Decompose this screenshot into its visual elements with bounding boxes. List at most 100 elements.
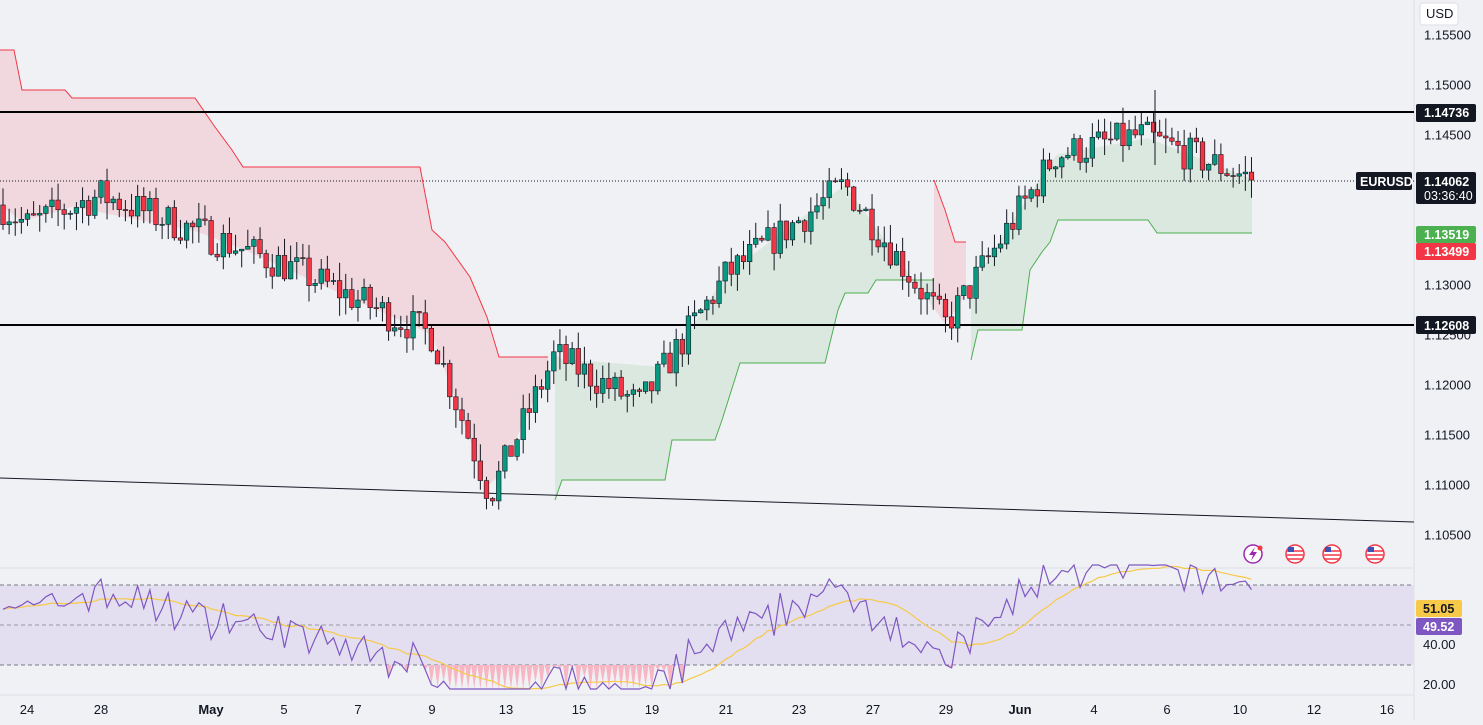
trendline[interactable] bbox=[0, 477, 1415, 523]
candle-up bbox=[294, 257, 300, 262]
time-tick-label: 29 bbox=[939, 702, 953, 717]
candle-up bbox=[881, 242, 887, 248]
resistance-tag: 1.14736 bbox=[1416, 104, 1476, 122]
candle-down bbox=[869, 208, 875, 241]
rsi-value: 49.52 bbox=[1423, 620, 1454, 634]
candle-down bbox=[1175, 140, 1181, 146]
candle-up bbox=[1053, 166, 1059, 170]
candle-down bbox=[759, 237, 765, 241]
candle-down bbox=[122, 209, 128, 211]
candle-down bbox=[538, 386, 545, 390]
candle-up bbox=[73, 207, 80, 214]
candle-down bbox=[373, 307, 379, 309]
candle-up bbox=[820, 197, 826, 207]
candle-up bbox=[698, 309, 704, 314]
time-tick-label: 27 bbox=[866, 702, 880, 717]
candle-down bbox=[1193, 137, 1199, 143]
countdown: 03:36:40 bbox=[1424, 189, 1473, 203]
candle-up bbox=[655, 363, 661, 392]
candle-down bbox=[1102, 131, 1108, 140]
candle-up bbox=[753, 237, 759, 245]
price-tick-label: 1.11000 bbox=[1424, 478, 1470, 493]
candle-down bbox=[667, 352, 673, 374]
candle-up bbox=[1071, 138, 1077, 156]
candle-up bbox=[685, 315, 692, 355]
candle-up bbox=[43, 206, 49, 214]
candle-down bbox=[844, 179, 851, 188]
rsi-ma-line bbox=[2, 565, 1252, 690]
candle-up bbox=[838, 179, 845, 183]
candle-up bbox=[863, 208, 869, 211]
price-tick-label: 1.10500 bbox=[1424, 528, 1471, 543]
candle-down bbox=[202, 218, 208, 221]
candle-up bbox=[661, 352, 667, 365]
candle-down bbox=[1010, 222, 1016, 230]
candle-down bbox=[1150, 121, 1157, 133]
candle-up bbox=[275, 255, 282, 277]
candle-down bbox=[649, 381, 655, 392]
candle-down bbox=[1132, 129, 1138, 136]
candle-up bbox=[704, 299, 710, 311]
candle-up bbox=[1144, 121, 1151, 125]
candle-up bbox=[600, 378, 606, 394]
candle-down bbox=[398, 327, 404, 330]
candle-down bbox=[281, 255, 288, 280]
support-tag: 1.12608 bbox=[1416, 316, 1476, 334]
candle-down bbox=[422, 312, 428, 329]
candle-up bbox=[1138, 124, 1144, 136]
supertrend-down-line bbox=[933, 179, 966, 243]
us-flag-icon[interactable] bbox=[1365, 544, 1385, 564]
candle-down bbox=[336, 280, 343, 299]
candle-up bbox=[196, 218, 202, 228]
candle-down bbox=[116, 198, 122, 210]
candle-down bbox=[1181, 145, 1187, 170]
candle-down bbox=[606, 378, 612, 389]
time-axis[interactable]: 24 28 May 5 7 9 13 15 19 21 23 27 29 Jun 4 6 10 12 16 bbox=[20, 702, 1394, 717]
current-price: 1.14062 bbox=[1424, 175, 1469, 189]
currency-label[interactable]: USD bbox=[1426, 6, 1453, 21]
candle-up bbox=[532, 386, 539, 413]
flash-event-icon[interactable] bbox=[1243, 544, 1263, 564]
candle-up bbox=[765, 227, 771, 241]
candle-up bbox=[502, 445, 508, 472]
candle-down bbox=[428, 327, 435, 352]
us-flag-icon[interactable] bbox=[1322, 544, 1342, 564]
candle-up bbox=[1187, 137, 1193, 170]
time-tick-label: 12 bbox=[1307, 702, 1321, 717]
candle-up bbox=[955, 295, 961, 329]
candle-up bbox=[716, 280, 722, 304]
candle-up bbox=[330, 280, 337, 282]
candle-up bbox=[79, 200, 86, 208]
time-tick-label: 21 bbox=[719, 702, 733, 717]
candle-down bbox=[832, 180, 838, 183]
candle-down bbox=[208, 220, 214, 255]
candle-up bbox=[441, 363, 447, 365]
candle-up bbox=[49, 199, 55, 207]
candle-up bbox=[514, 439, 520, 457]
supertrend-fill-area bbox=[0, 50, 548, 487]
time-tick-label: 16 bbox=[1380, 702, 1394, 717]
candle-down bbox=[226, 233, 233, 254]
candle-down bbox=[912, 281, 918, 289]
candle-down bbox=[177, 237, 184, 241]
supertrend-green-price: 1.13519 bbox=[1424, 228, 1469, 242]
rsi-axis[interactable]: 51.05 49.52 40.00 20.00 bbox=[1416, 600, 1462, 692]
candle-down bbox=[851, 186, 857, 211]
candle-down bbox=[1169, 137, 1175, 142]
resistance-price: 1.14736 bbox=[1424, 106, 1469, 120]
candle-down bbox=[526, 408, 532, 413]
price-tick-label: 1.12000 bbox=[1424, 378, 1471, 393]
candle-down bbox=[324, 268, 330, 282]
candle-up bbox=[581, 363, 587, 375]
candle-up bbox=[1004, 222, 1010, 245]
us-flag-icon[interactable] bbox=[1285, 544, 1305, 564]
candle-up bbox=[557, 344, 563, 353]
time-tick-label: 28 bbox=[94, 702, 108, 717]
candle-up bbox=[1242, 171, 1248, 175]
candle-down bbox=[483, 480, 490, 499]
candle-up bbox=[312, 282, 318, 286]
candle-down bbox=[679, 339, 685, 355]
candle-down bbox=[618, 376, 624, 397]
